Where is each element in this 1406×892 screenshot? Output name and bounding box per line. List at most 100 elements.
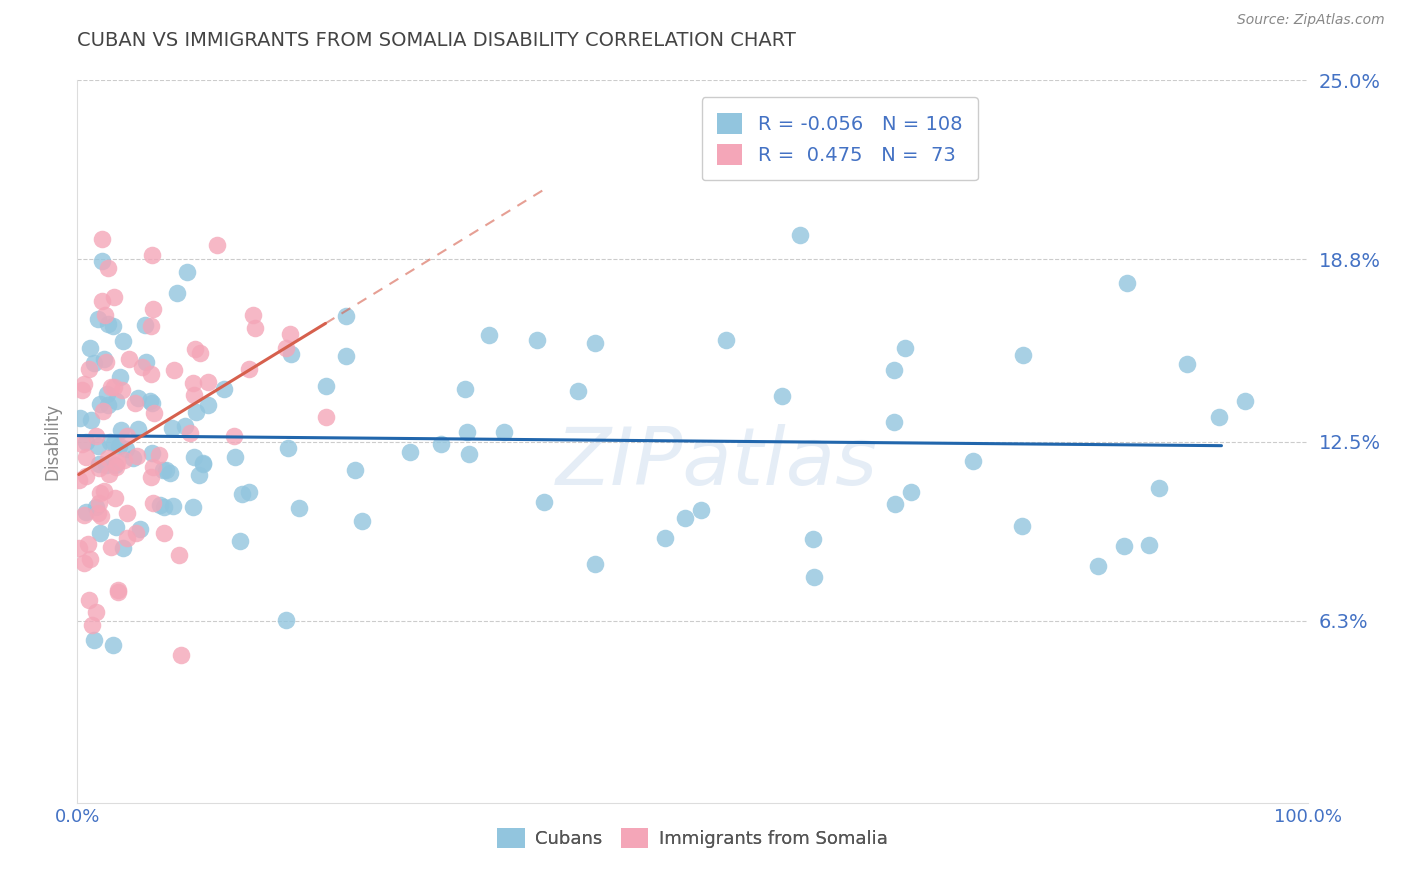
Point [87,506,110,520]
Point [583,336,606,351]
Point [170,648,193,662]
Text: Source: ZipAtlas.com: Source: ZipAtlas.com [1237,13,1385,28]
Point [90,232,114,246]
Point [84,500,107,515]
Point [166,286,188,301]
Point [149,498,172,512]
Point [100,380,122,394]
Point [135,355,157,369]
Point [205,238,228,252]
Point [83,633,105,648]
Point [101,319,124,334]
Point [152,463,174,477]
Point [129,522,152,536]
Point [90,509,112,524]
Point [97,317,120,331]
Point [900,485,922,500]
Point [114,442,136,456]
Legend: Cubans, Immigrants from Somalia: Cubans, Immigrants from Somalia [491,821,894,855]
Point [1087,559,1109,574]
Point [79,342,101,356]
Point [86,438,108,452]
Point [77,537,100,551]
Point [243,321,266,335]
Point [83,356,105,370]
Point [1208,410,1230,425]
Point [79,413,101,427]
Point [184,342,207,356]
Point [100,540,122,554]
Point [73,377,96,392]
Point [103,290,125,304]
Point [533,495,555,509]
Point [277,441,299,455]
Point [152,500,174,515]
Point [89,525,111,540]
Point [224,450,246,465]
Point [883,363,905,377]
Point [97,398,120,412]
Point [1147,481,1170,495]
Point [398,445,420,459]
Point [97,261,120,276]
Point [335,309,357,323]
Point [456,425,478,440]
Point [315,379,337,393]
Point [104,460,127,475]
Point [883,497,905,511]
Point [197,398,219,412]
Point [567,384,589,398]
Point [1137,538,1160,552]
Point [492,425,515,440]
Point [122,450,145,465]
Point [274,341,297,355]
Point [188,468,211,483]
Point [73,556,96,570]
Point [181,376,204,390]
Point [104,520,127,534]
Point [179,426,201,441]
Point [141,445,163,459]
Point [148,448,170,462]
Point [278,326,301,341]
Point [1011,519,1033,533]
Point [89,457,111,471]
Point [75,450,97,464]
Point [96,458,118,472]
Point [87,460,110,475]
Point [894,341,917,355]
Point [107,585,129,599]
Point [94,355,117,369]
Y-axis label: Disability: Disability [44,403,62,480]
Point [127,449,149,463]
Point [97,450,120,465]
Point [93,403,115,417]
Point [153,526,176,541]
Point [654,531,676,545]
Point [86,605,108,619]
Point [789,227,811,242]
Point [70,383,93,397]
Point [141,396,163,410]
Point [1175,357,1198,371]
Point [105,394,128,409]
Text: CUBAN VS IMMIGRANTS FROM SOMALIA DISABILITY CORRELATION CHART: CUBAN VS IMMIGRANTS FROM SOMALIA DISABIL… [77,31,796,50]
Point [93,351,115,366]
Point [1114,539,1136,553]
Point [231,487,253,501]
Point [101,638,124,652]
Point [186,405,208,419]
Point [176,265,198,279]
Point [117,429,139,443]
Point [173,418,195,433]
Point [163,363,186,377]
Point [183,450,205,464]
Point [75,468,97,483]
Point [77,593,100,607]
Point [94,308,117,322]
Point [118,351,141,366]
Point [238,485,260,500]
Point [128,391,150,405]
Point [288,501,311,516]
Point [191,456,214,470]
